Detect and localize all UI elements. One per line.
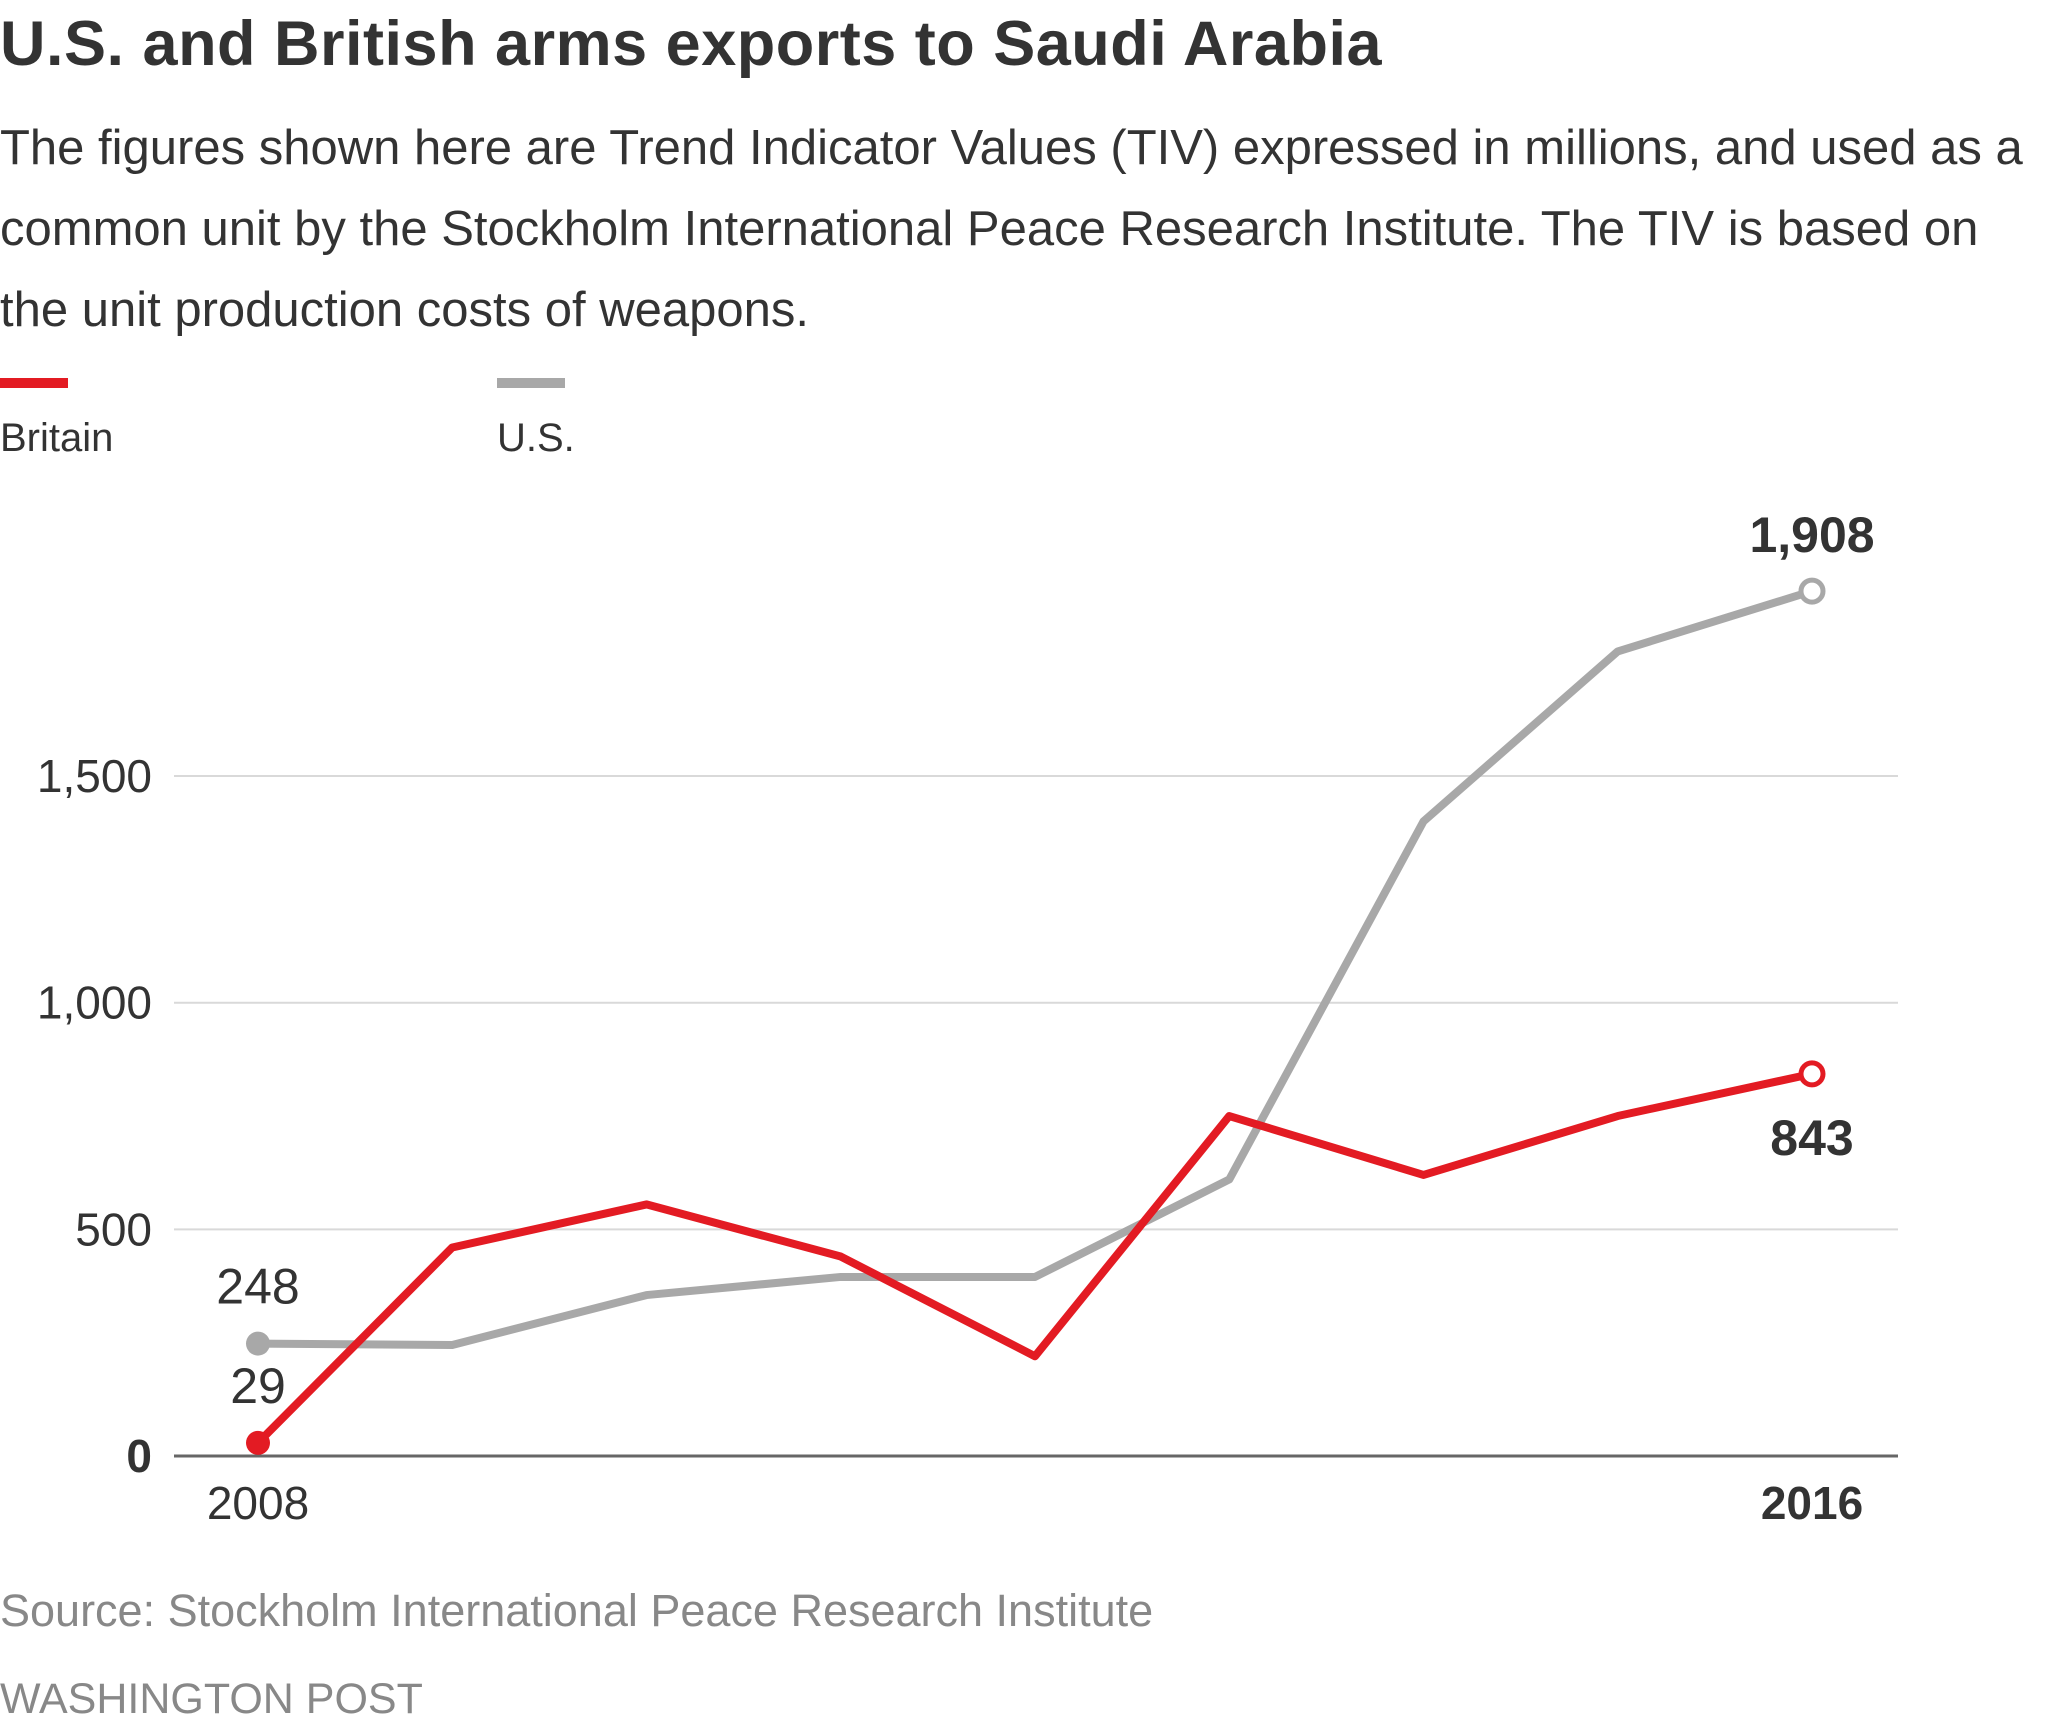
line-chart: 0 500 1,000 1,500 2008 2016 248 29 1,908 843 xyxy=(37,507,1898,1529)
chart-title: U.S. and British arms exports to Saudi A… xyxy=(0,9,1382,79)
start-point-britain xyxy=(246,1430,270,1455)
y-tick-label-0: 0 xyxy=(126,1430,152,1482)
source-note: Source: Stockholm International Peace Re… xyxy=(0,1585,1154,1636)
y-tick-label-1500: 1,500 xyxy=(37,750,152,802)
data-label-britain-start: 29 xyxy=(230,1358,286,1414)
series-line-us xyxy=(254,587,1816,1349)
start-point-us xyxy=(246,1331,270,1356)
data-label-us-end: 1,908 xyxy=(1749,507,1874,563)
legend-item-us: U.S. xyxy=(497,378,575,461)
x-tick-label-first: 2008 xyxy=(207,1477,309,1529)
chart-subtitle: The figures shown here are Trend Indicat… xyxy=(0,121,2023,337)
legend-label-britain: Britain xyxy=(0,416,114,460)
y-tick-label-1000: 1,000 xyxy=(37,977,152,1029)
legend-label-us: U.S. xyxy=(497,416,575,460)
x-tick-label-last: 2016 xyxy=(1761,1477,1863,1529)
data-label-us-start: 248 xyxy=(216,1259,299,1315)
data-label-britain-end: 843 xyxy=(1770,1110,1853,1166)
legend-swatch-us xyxy=(497,378,565,388)
legend-swatch-britain xyxy=(0,378,68,388)
credit-note: WASHINGTON POST xyxy=(0,1675,423,1723)
y-tick-label-500: 500 xyxy=(75,1203,152,1255)
end-point-britain xyxy=(1798,1060,1826,1088)
end-point-us xyxy=(1798,577,1826,605)
series-line-britain xyxy=(254,1069,1816,1447)
legend-item-britain: Britain xyxy=(0,378,113,461)
